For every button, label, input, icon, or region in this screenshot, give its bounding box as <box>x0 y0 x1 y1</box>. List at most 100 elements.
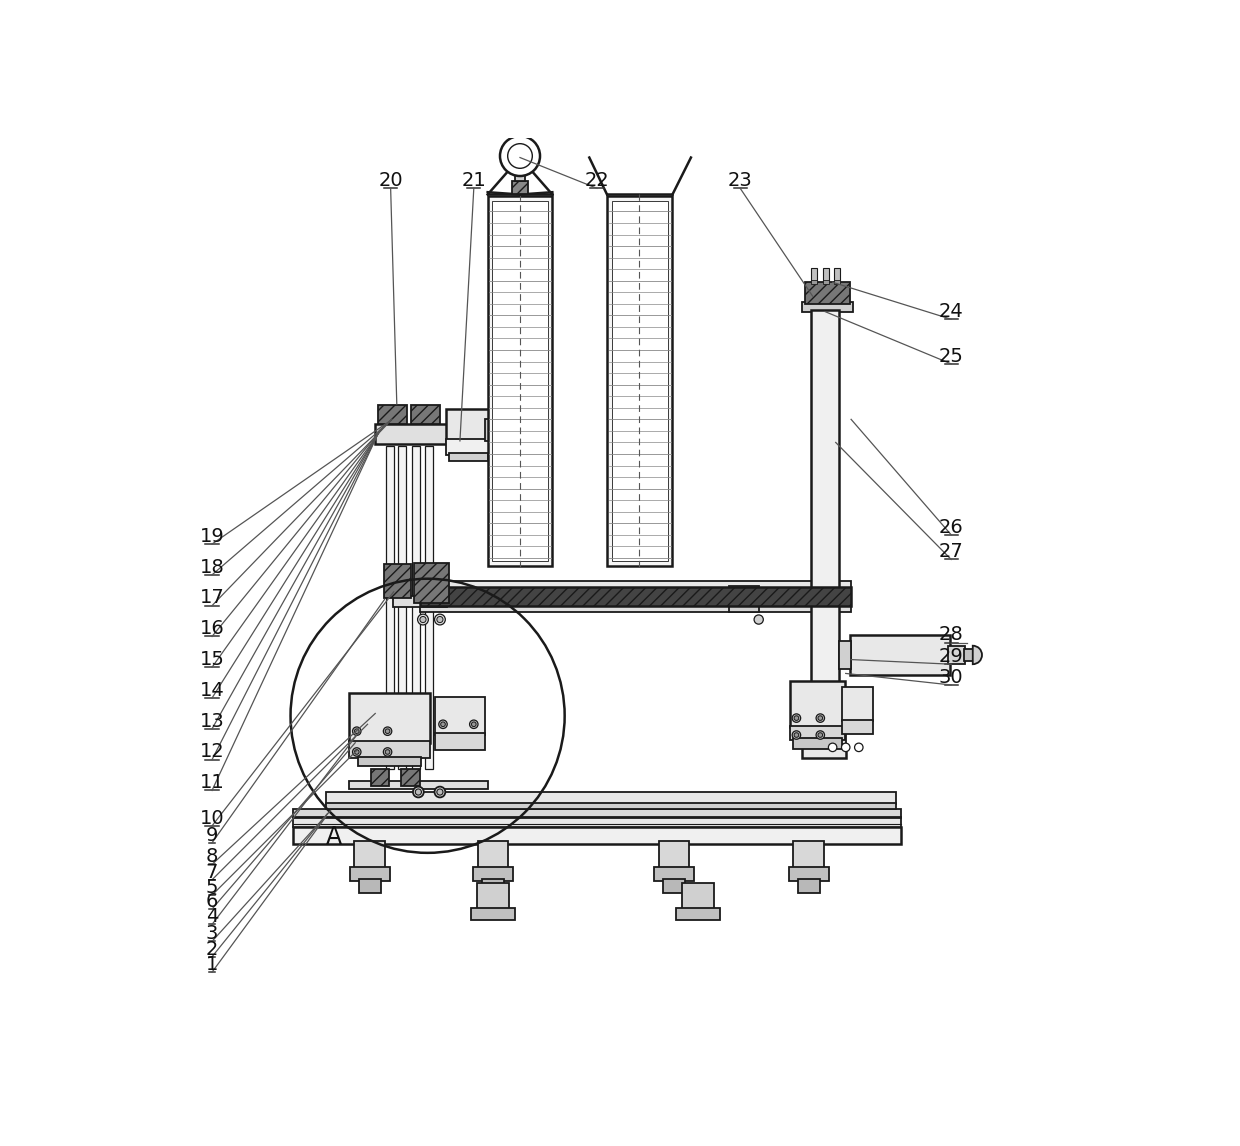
Circle shape <box>470 720 479 729</box>
Circle shape <box>436 617 443 622</box>
Bar <box>682 882 714 909</box>
Circle shape <box>842 743 849 752</box>
Bar <box>435 697 485 735</box>
Circle shape <box>792 714 801 722</box>
Bar <box>515 165 526 181</box>
Bar <box>293 817 901 827</box>
Bar <box>729 586 759 604</box>
Bar <box>792 738 842 748</box>
Bar <box>611 201 668 562</box>
Bar <box>360 879 381 893</box>
Bar <box>350 868 389 881</box>
Bar <box>487 196 552 566</box>
Text: 1: 1 <box>206 955 218 974</box>
Bar <box>799 879 820 893</box>
Circle shape <box>439 720 448 729</box>
Text: 21: 21 <box>461 171 486 190</box>
Bar <box>802 303 853 312</box>
Circle shape <box>816 714 825 722</box>
Bar <box>838 641 851 669</box>
Bar <box>402 769 420 786</box>
Text: 5: 5 <box>206 878 218 897</box>
Circle shape <box>413 786 424 798</box>
Bar <box>608 196 672 566</box>
Circle shape <box>754 615 764 625</box>
Bar <box>477 840 508 870</box>
Bar <box>293 809 901 817</box>
Text: 30: 30 <box>939 668 963 686</box>
Bar <box>663 879 684 893</box>
Bar <box>377 406 407 424</box>
Wedge shape <box>972 645 982 665</box>
Bar <box>358 756 422 766</box>
Bar <box>963 649 976 661</box>
Circle shape <box>386 749 389 754</box>
Bar <box>420 581 851 589</box>
Text: 2: 2 <box>206 940 218 958</box>
Circle shape <box>816 731 825 739</box>
Text: 28: 28 <box>939 626 963 644</box>
Circle shape <box>355 729 360 733</box>
Bar <box>449 453 487 461</box>
Circle shape <box>420 617 427 622</box>
Text: 9: 9 <box>206 825 218 845</box>
Bar <box>350 782 487 788</box>
Text: 6: 6 <box>206 892 218 911</box>
Text: 25: 25 <box>939 347 963 366</box>
Circle shape <box>352 747 361 756</box>
Bar <box>472 868 513 881</box>
Text: 13: 13 <box>200 712 224 731</box>
Text: 4: 4 <box>206 908 218 926</box>
Text: 16: 16 <box>200 619 224 638</box>
Text: 24: 24 <box>939 303 963 321</box>
Text: 11: 11 <box>200 774 224 792</box>
Bar <box>412 446 420 769</box>
Bar <box>835 280 841 284</box>
Bar <box>398 446 405 769</box>
Text: 18: 18 <box>200 558 224 576</box>
Text: 8: 8 <box>206 847 218 866</box>
Circle shape <box>792 731 801 739</box>
Bar <box>842 686 873 721</box>
Circle shape <box>828 743 837 752</box>
Circle shape <box>794 716 799 721</box>
Bar <box>794 840 825 870</box>
Bar <box>486 423 507 438</box>
Bar <box>326 803 895 809</box>
Bar <box>811 311 838 723</box>
Circle shape <box>436 788 443 795</box>
Bar <box>393 596 446 607</box>
Bar <box>805 282 849 304</box>
Text: 17: 17 <box>200 589 224 607</box>
Bar <box>420 604 851 612</box>
Bar <box>446 439 491 455</box>
Bar <box>822 268 828 282</box>
Bar <box>477 882 510 909</box>
Bar <box>790 681 844 728</box>
Bar <box>420 587 851 606</box>
Bar <box>471 908 516 920</box>
Text: 26: 26 <box>939 518 963 536</box>
Bar <box>811 280 817 284</box>
Bar <box>485 419 490 441</box>
Circle shape <box>383 747 392 756</box>
Bar <box>676 908 720 920</box>
Circle shape <box>818 732 822 737</box>
Bar <box>350 692 430 743</box>
Text: 3: 3 <box>206 924 218 943</box>
Circle shape <box>386 729 389 733</box>
Circle shape <box>434 786 445 798</box>
Circle shape <box>507 143 532 168</box>
Bar <box>350 741 430 759</box>
Bar <box>384 564 410 598</box>
Circle shape <box>355 749 360 754</box>
Polygon shape <box>487 195 552 566</box>
Circle shape <box>434 614 445 625</box>
Bar <box>790 725 844 739</box>
Text: 12: 12 <box>200 743 224 761</box>
Text: 15: 15 <box>200 650 224 669</box>
Bar <box>849 635 950 675</box>
Text: 22: 22 <box>584 171 609 190</box>
Bar <box>435 733 485 751</box>
Text: 29: 29 <box>939 647 963 666</box>
